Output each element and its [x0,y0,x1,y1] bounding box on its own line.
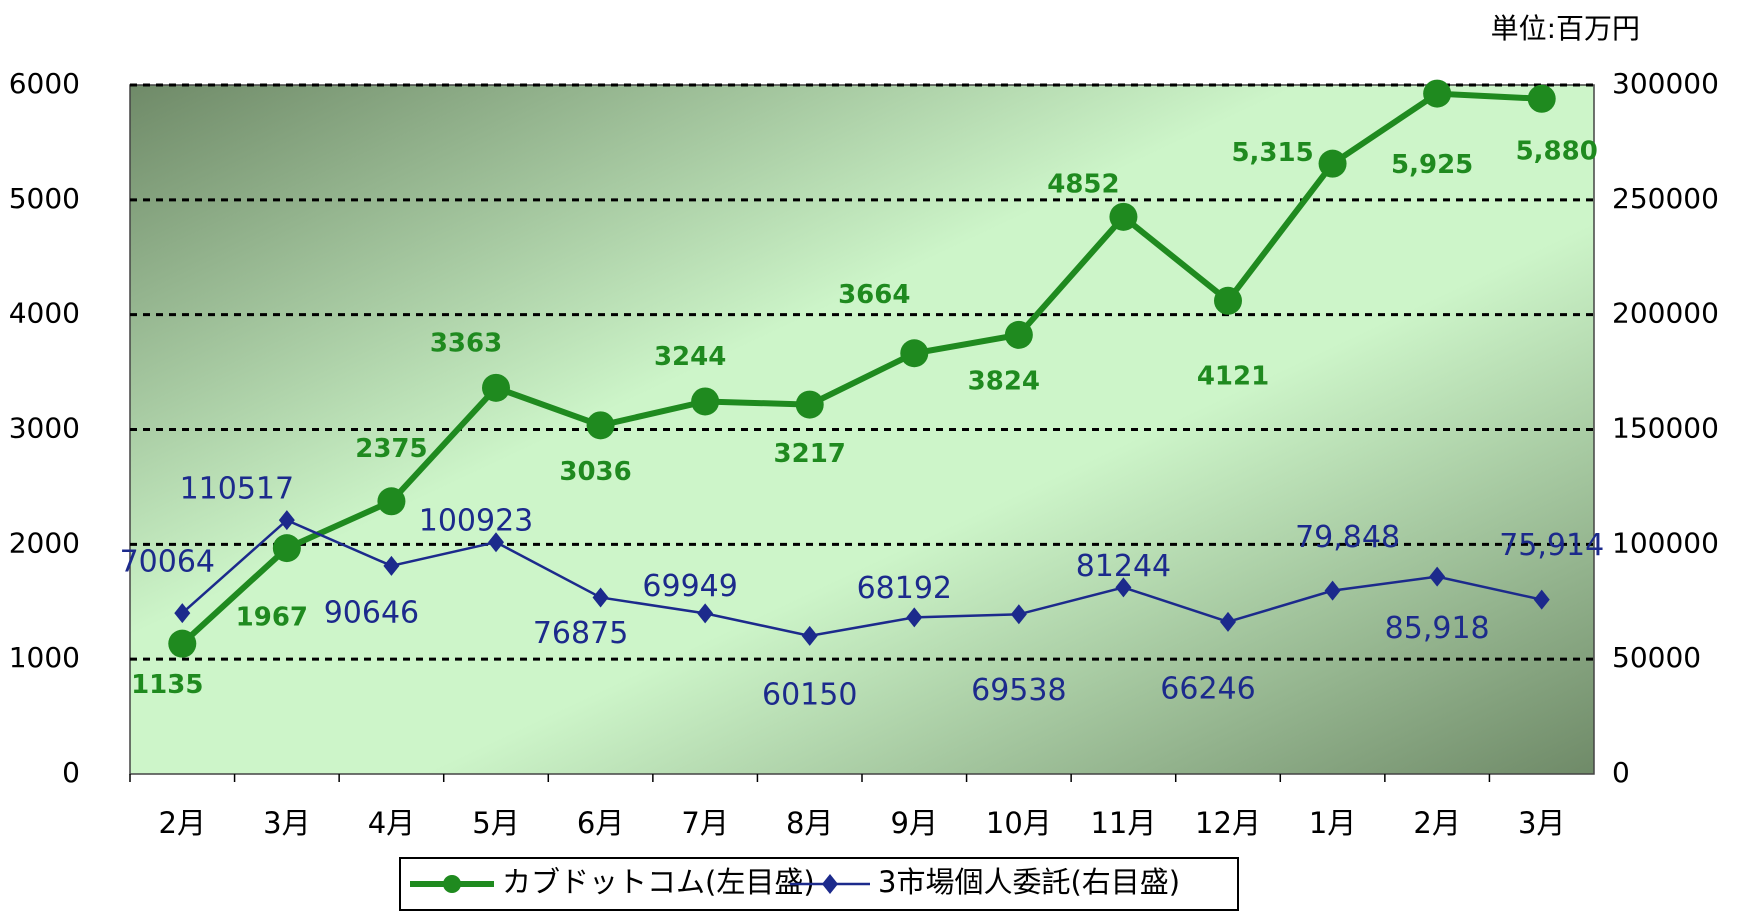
point [1527,84,1556,113]
data-label: 1135 [131,670,203,700]
point [697,603,714,624]
point [1115,577,1132,598]
data-label: 60150 [762,677,857,712]
data-label: 3824 [968,366,1040,396]
data-label: 2375 [355,434,427,464]
data-label: 4121 [1197,361,1269,391]
data-label: 3244 [654,342,726,372]
x-tick-label: 2月 [1413,806,1460,840]
point [1109,202,1138,231]
legend-label: 3市場個人委託(右目盛) [878,865,1180,899]
y2-tick-label: 100000 [1612,526,1719,559]
data-label: 3036 [559,457,631,487]
point [1214,286,1242,315]
x-tick-label: 5月 [472,806,519,840]
legend-label: カブドットコム(左目盛) [502,865,815,899]
x-tick-label: 2月 [159,806,206,840]
x-tick-label: 10月 [986,806,1052,840]
point [482,373,510,402]
point [1004,320,1033,349]
point [1533,589,1550,610]
series-line [181,518,1542,638]
x-tick-label: 7月 [681,806,728,840]
point [795,390,824,419]
point [1220,611,1236,632]
point [592,587,609,608]
data-label: 70064 [120,545,215,580]
point [1010,604,1027,625]
x-tick-label: 3月 [1518,806,1565,840]
data-label: 69538 [971,673,1066,708]
y-tick-label: 3000 [9,412,80,445]
data-label: 90646 [324,595,419,630]
data-label: 69949 [642,569,737,604]
y2-tick-label: 50000 [1612,641,1701,674]
y2-tick-label: 300000 [1612,67,1719,100]
data-label: 3363 [430,328,502,358]
data-label: 66246 [1160,671,1255,706]
x-tick-label: 12月 [1195,806,1261,840]
data-label: 110517 [180,472,295,507]
point [278,510,295,531]
point [586,411,615,440]
y-tick-label: 6000 [9,67,80,100]
data-label: 5,315 [1231,138,1313,168]
point [168,629,197,658]
data-label: 68192 [857,571,952,606]
x-tick-label: 11月 [1090,806,1156,840]
x-tick-label: 6月 [577,806,624,840]
data-label: 76875 [533,616,628,651]
point [1318,149,1347,178]
y2-tick-label: 0 [1612,756,1630,789]
data-label: 1967 [236,603,308,633]
data-label: 3217 [774,439,846,469]
series-line [180,90,1542,646]
point [900,339,929,368]
y2-tick-label: 200000 [1612,297,1719,330]
point [1324,580,1341,601]
y-tick-label: 4000 [9,297,80,330]
x-tick-label: 8月 [786,806,833,840]
x-tick-label: 4月 [368,806,415,840]
point [174,603,191,624]
data-label: 79,848 [1295,520,1400,555]
point [801,625,818,646]
point [488,532,504,553]
data-label: 81244 [1076,549,1171,584]
data-label: 4852 [1047,169,1119,199]
data-label: 85,918 [1385,611,1490,646]
x-tick-label: 9月 [891,806,938,840]
unit-note: 単位:百万円 [1491,12,1640,45]
y-tick-label: 2000 [9,526,80,559]
y2-tick-label: 250000 [1612,182,1719,215]
y-tick-label: 5000 [9,182,80,215]
data-label: 5,880 [1516,136,1598,166]
point [691,387,720,416]
point [377,487,406,516]
data-label: 3664 [838,280,910,310]
y-tick-label: 0 [62,756,80,789]
point [1429,566,1446,587]
point [1423,79,1452,108]
legend-marker [443,875,461,893]
point [272,534,301,563]
point [906,607,923,628]
legend-marker [822,874,838,894]
x-tick-label: 3月 [263,806,310,840]
x-tick-label: 1月 [1309,806,1356,840]
data-label: 5,925 [1391,150,1473,180]
point [383,555,400,576]
data-label: 75,914 [1499,528,1604,563]
data-label: 100923 [419,504,534,539]
y2-tick-label: 150000 [1612,412,1719,445]
y-tick-label: 1000 [9,641,80,674]
